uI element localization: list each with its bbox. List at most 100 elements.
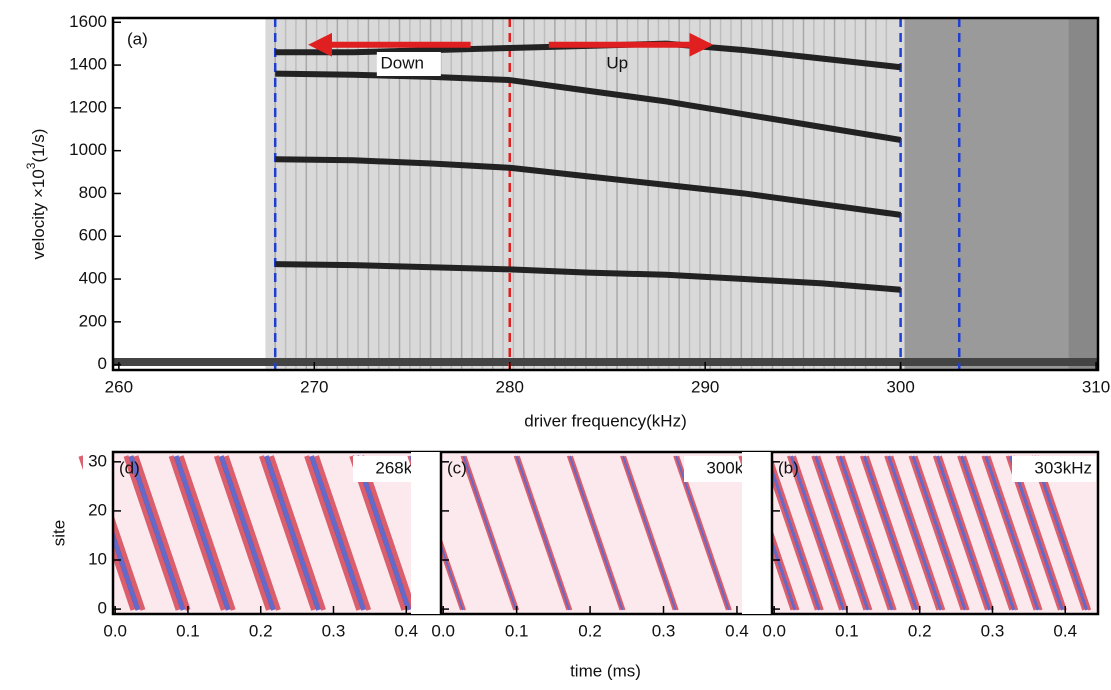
wave-stripe: [462, 455, 518, 611]
frequency-label: 303kHz: [1034, 458, 1092, 477]
y-tick-label: 20: [88, 500, 107, 519]
wave-stripe: [793, 455, 849, 611]
y-axis-title-unit: (1/s): [29, 129, 48, 163]
x-tick-label: 0.4: [725, 621, 749, 640]
mask-left: [742, 452, 772, 614]
wave-stripe: [517, 455, 573, 611]
y-tick-label: 600: [79, 226, 107, 245]
x-tick-label: 310: [1082, 377, 1110, 396]
x-tick-label: 0.3: [322, 621, 346, 640]
spectrogram-bg: [1068, 18, 1098, 370]
y-tick-label: 800: [79, 183, 107, 202]
y-tick-label: 1600: [69, 12, 107, 31]
annotation: Down: [381, 53, 424, 72]
velocity-band: [275, 156, 902, 218]
x-tick-label: 0.0: [431, 621, 455, 640]
wave-stripe: [259, 455, 316, 611]
x-tick-label: 260: [105, 377, 133, 396]
y-axis-title: site: [49, 520, 68, 546]
x-tick-label: 290: [691, 377, 719, 396]
x-tick-label: 270: [300, 377, 328, 396]
x-tick-label: 300: [886, 377, 914, 396]
wave-stripe: [787, 455, 843, 611]
y-tick-label: 0: [98, 599, 107, 618]
y-tick-label: 1200: [69, 97, 107, 116]
y-tick-label: 400: [79, 269, 107, 288]
wave-stripe: [218, 455, 276, 611]
y-tick-label: 0: [98, 354, 107, 373]
mask-left: [83, 452, 113, 614]
velocity-band: [275, 261, 901, 293]
wave-stripe: [911, 455, 967, 611]
wave-stripe: [841, 455, 897, 611]
x-tick-label: 0.2: [578, 621, 602, 640]
wave-stripe: [984, 455, 1040, 611]
mask-left: [411, 452, 441, 614]
wave-stripe: [862, 455, 918, 611]
panel-label: (a): [127, 29, 148, 48]
wave-stripe: [304, 455, 362, 611]
wave-stripe: [908, 455, 964, 611]
wave-stripe: [765, 455, 821, 611]
wave-stripe: [790, 455, 846, 611]
wave-stripe: [859, 455, 915, 611]
label-bg: [1012, 456, 1096, 482]
spectrogram-bg: [904, 18, 1098, 370]
wave-stripe: [817, 455, 873, 611]
wave-stripe: [624, 455, 679, 611]
y-tick-label: 10: [88, 549, 107, 568]
x-tick-label: 280: [496, 377, 524, 396]
x-tick-label: 0.3: [981, 621, 1005, 640]
wave-stripe: [987, 455, 1043, 611]
wave-stripe: [264, 455, 321, 611]
y-axis-title-text: velocity ×10: [29, 169, 48, 259]
wave-stripe: [914, 455, 970, 611]
wave-stripe: [957, 455, 1013, 611]
wave-stripe: [814, 455, 870, 611]
wave-stripe: [673, 455, 728, 611]
wave-stripe: [835, 455, 891, 611]
wave-stripe: [566, 455, 622, 611]
baseline-band: [113, 358, 1098, 366]
wave-stripe: [568, 455, 624, 611]
wave-stripe: [168, 455, 226, 611]
x-tick-label: 0.2: [249, 621, 273, 640]
wave-stripe: [460, 455, 516, 611]
wave-stripe: [890, 455, 946, 611]
wave-stripe: [811, 455, 867, 611]
wave-stripe: [269, 455, 326, 611]
wave-stripe: [932, 455, 988, 611]
wave-stripe: [981, 455, 1037, 611]
wave-stripe: [963, 455, 1019, 611]
wave-stripe: [133, 455, 191, 611]
y-tick-label: 200: [79, 311, 107, 330]
wave-stripe: [768, 455, 824, 611]
x-tick-label: 0.0: [103, 621, 127, 640]
wave-stripe: [838, 455, 894, 611]
wave-stripe: [213, 455, 271, 611]
y-tick-label: 1400: [69, 55, 107, 74]
annotation-bg: [376, 52, 441, 77]
wave-stripe: [935, 455, 991, 611]
x-tick-label: 0.1: [176, 621, 200, 640]
panel-label: (d): [119, 458, 140, 477]
y-axis-title: velocity ×103(1/s): [24, 129, 48, 260]
x-axis-title: driver frequency(kHz): [524, 411, 687, 430]
y-axis-title-sup: 3: [24, 162, 38, 169]
wave-stripe: [884, 455, 940, 611]
x-tick-label: 0.4: [394, 621, 418, 640]
wave-stripe: [314, 455, 372, 611]
panel-label: (c): [447, 458, 467, 477]
x-tick-label: 0.1: [505, 621, 529, 640]
y-tick-label: 30: [88, 451, 107, 470]
wave-stripe: [887, 455, 943, 611]
x-tick-label: 0.2: [908, 621, 932, 640]
wave-stripe: [173, 455, 231, 611]
wave-stripe: [960, 455, 1016, 611]
y-tick-label: 1000: [69, 140, 107, 159]
wave-stripe: [223, 455, 281, 611]
annotation: Up: [606, 53, 628, 72]
wave-stripe: [178, 455, 236, 611]
wave-stripe: [309, 455, 367, 611]
wave-stripe: [464, 455, 520, 611]
